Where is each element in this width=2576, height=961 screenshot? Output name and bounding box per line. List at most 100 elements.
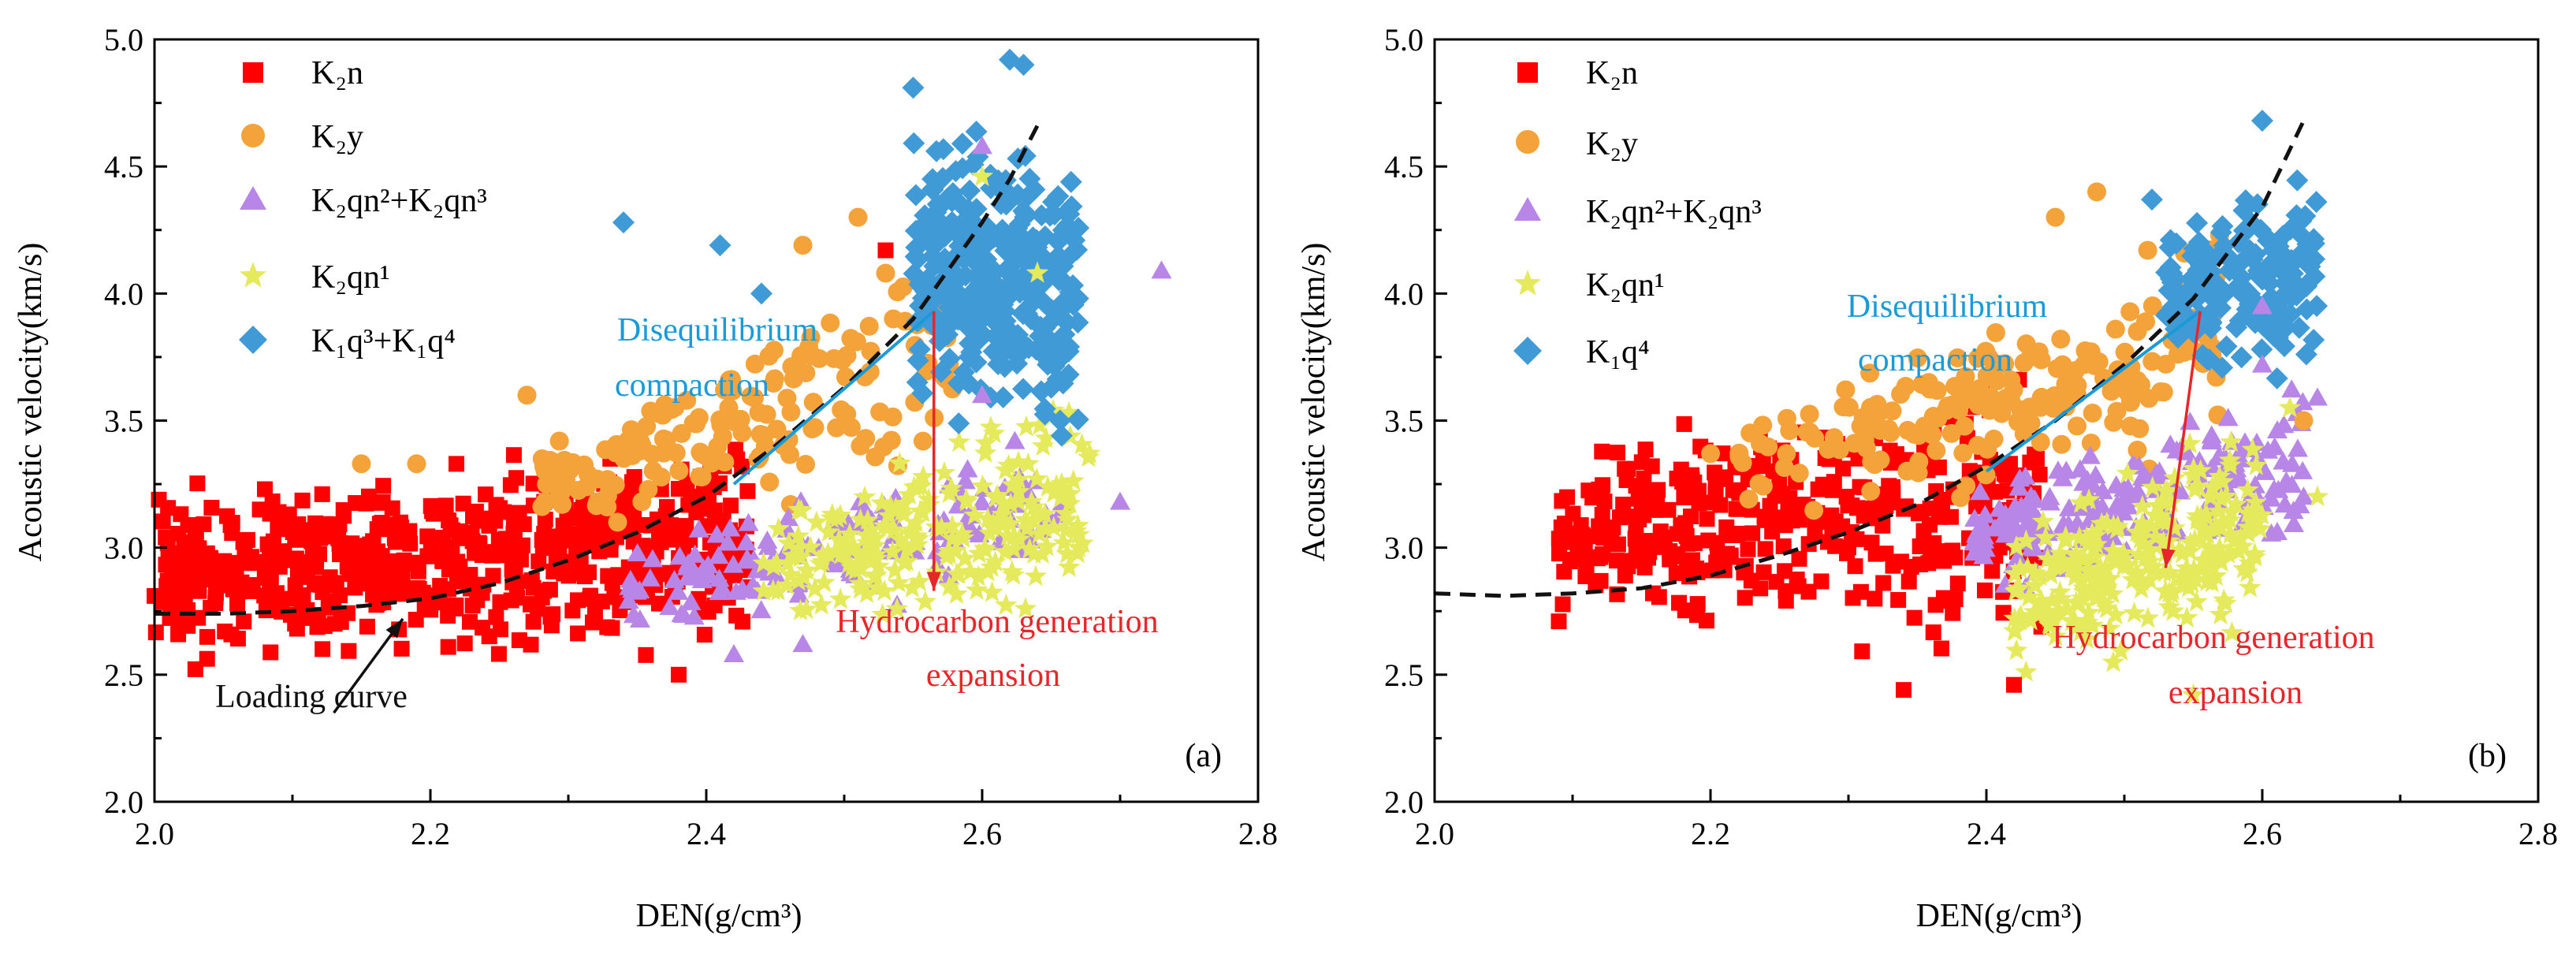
- panel-a-legend-label-1: K₂y: [311, 119, 363, 155]
- panel-a-point-K2n: [665, 532, 681, 548]
- panel-a-point-K2n: [393, 520, 409, 535]
- panel-a-point-K2qn1: [810, 594, 833, 615]
- panel-a-legend-entry-3: K₂qn¹: [240, 259, 390, 296]
- panel-a-point-K2n: [411, 564, 426, 579]
- panel-b-point-K2y: [1904, 425, 1923, 444]
- panel-b-point-K2y: [1753, 415, 1772, 434]
- panel-a-point-K2n: [638, 647, 653, 663]
- panel-b-point-K2n: [1569, 541, 1585, 557]
- panel-b-point-K2qn23: [2288, 438, 2308, 456]
- panel-a-point-K1q: [1060, 171, 1082, 193]
- panel-b-point-K2n: [1676, 490, 1692, 505]
- panel-a: 2.0 2.2 2.4 2.6 2.8 2.02.53.03.54.04.55.0 Ac…: [13, 22, 1278, 934]
- panel-a-y-tick-label: 4.0: [104, 276, 143, 311]
- panel-b-legend-marker-1: [1516, 130, 1539, 154]
- panel-b-point-K2y: [1986, 323, 2005, 342]
- panel-a-point-K2n: [506, 447, 522, 463]
- panel-b-point-K2n: [1740, 542, 1755, 557]
- panel-b-point-K2n: [1758, 541, 1774, 557]
- panel-b-point-K2y: [1967, 390, 1986, 409]
- panel-a-x-tick-label: 2.6: [962, 816, 1002, 851]
- panel-a-x-tick-label: 2.2: [411, 816, 450, 851]
- panel-b-point-K1q: [2286, 169, 2308, 192]
- panel-a-point-K2y: [874, 438, 893, 456]
- panel-a-point-K2y: [550, 431, 569, 450]
- panel-b-point-K2n: [1977, 583, 1993, 598]
- panel-a-point-K2y: [758, 405, 776, 424]
- panel-b-point-K2n: [1811, 482, 1826, 497]
- panel-a-point-K2n: [444, 598, 460, 613]
- panel-b-point-K2n: [1671, 595, 1687, 611]
- panel-a-point-K2n: [535, 538, 551, 554]
- panel-a-point-K2y: [760, 473, 779, 492]
- panel-b-point-K2n: [1551, 613, 1567, 629]
- panel-b-point-K2n: [1756, 564, 1772, 580]
- panel-a-point-K2n: [370, 495, 385, 511]
- panel-b-point-K2n: [1792, 551, 1807, 567]
- panel-a-y-axis: 2.02.53.03.54.04.55.0: [104, 22, 167, 820]
- panel-b-point-K2y: [1733, 453, 1752, 472]
- panel-a-point-K2n: [481, 518, 497, 534]
- panel-a-legend-label-0: K₂n: [311, 55, 363, 91]
- panel-b-point-K2y: [1780, 421, 1799, 440]
- panel-a-point-K2n: [536, 583, 552, 599]
- panel-a-legend-label-4: K₁q³+K₁q⁴: [311, 323, 456, 359]
- panel-b-point-K2qn23: [2281, 379, 2302, 397]
- panel-b-legend: K₂n K₂y K₂qn²+K₂qn³ K₂qn¹ K₁q⁴: [1513, 55, 1762, 371]
- panel-b-legend-marker-3: [1514, 270, 1541, 296]
- panel-b-point-K2n: [1718, 469, 1733, 485]
- panel-a-point-K2y: [838, 346, 857, 365]
- panel-a-point-K2n: [364, 575, 380, 591]
- panel-b-point-K2n: [1984, 563, 2000, 579]
- panel-a-point-K2n: [739, 483, 755, 499]
- panel-a-point-K2y: [352, 454, 371, 473]
- panel-b-point-K2y: [1798, 423, 1817, 441]
- panel-a-point-K2n: [523, 637, 539, 653]
- panel-b-x-axis-label: DEN(g/cm³): [1916, 898, 2083, 934]
- panel-b-y-axis-label: Acoustic velocity(km/s): [1296, 243, 1332, 562]
- panel-b-point-K2n: [1744, 525, 1760, 541]
- panel-a-point-K2n: [390, 562, 406, 578]
- panel-a-point-K2n: [348, 495, 363, 511]
- panel-b-point-K2y: [1923, 425, 1941, 444]
- panel-b-point-K2n: [1901, 574, 1917, 590]
- panel-a-point-K2n: [322, 528, 337, 544]
- panel-b-y-tick-label: 4.5: [1384, 149, 1424, 184]
- panel-a-point-K2n: [303, 534, 319, 549]
- panel-b-x-tick-label: 2.4: [1967, 816, 2006, 851]
- panel-b-point-K2y: [1701, 444, 1720, 463]
- panel-a-point-K2n: [426, 506, 441, 522]
- panel-b-point-K2y: [2048, 359, 2067, 378]
- panel-b-point-K2n: [1691, 495, 1707, 511]
- panel-a-x-tick-label: 2.0: [135, 816, 174, 851]
- panel-a-point-K2n: [295, 493, 311, 508]
- panel-b-point-K1q: [2141, 188, 2163, 210]
- panel-b-x-tick-label: 2.0: [1415, 816, 1454, 851]
- panel-a-hydro-label-2: expansion: [926, 657, 1060, 694]
- panel-b-y-tick-label: 3.5: [1384, 404, 1424, 439]
- panel-b-point-K2n: [1926, 624, 1941, 640]
- panel-a-point-K2n: [173, 506, 188, 522]
- panel-a-point-K2n: [260, 536, 276, 552]
- panel-a-point-K2n: [577, 516, 593, 532]
- panel-a-point-K2n: [701, 604, 717, 620]
- panel-a-legend-marker-1: [241, 124, 265, 147]
- panel-a-point-K2n: [203, 500, 219, 516]
- panel-b-point-K2n: [1844, 497, 1859, 513]
- panel-b-point-K2n: [1931, 509, 1947, 525]
- panel-a-point-K2y: [796, 363, 815, 382]
- panel-a-point-K2y: [884, 408, 903, 426]
- panel-b-point-K2n: [1631, 546, 1647, 561]
- panel-a-point-K2y: [884, 309, 903, 328]
- panel-a-point-K2y: [606, 443, 625, 462]
- panel-a-points: [147, 49, 1172, 683]
- panel-a-y-tick-label: 5.0: [104, 22, 143, 58]
- panel-a-point-K2n: [199, 629, 215, 645]
- panel-a-point-K2n: [503, 477, 519, 493]
- panel-b-y-tick-label: 2.5: [1384, 657, 1424, 693]
- panel-a-point-K2y: [856, 429, 875, 448]
- panel-b-point-K2y: [1968, 436, 1987, 455]
- panel-b-point-K2n: [1834, 519, 1850, 535]
- panel-b-point-K1q: [2186, 212, 2208, 234]
- panel-a-point-K2y: [691, 444, 710, 463]
